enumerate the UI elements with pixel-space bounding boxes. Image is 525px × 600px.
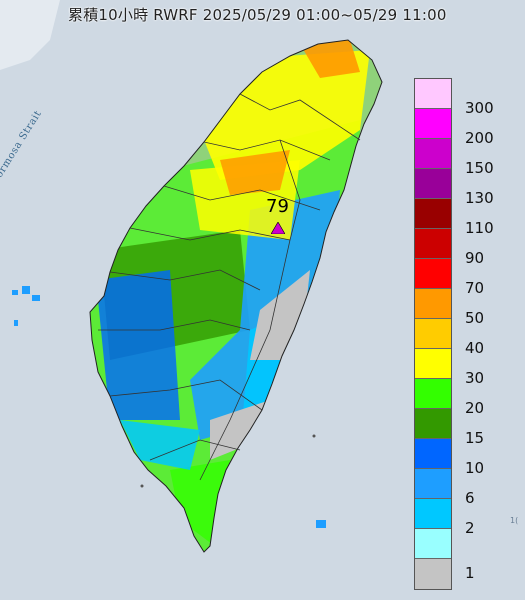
- county-borders: [98, 93, 361, 481]
- islet-dots: [140, 434, 316, 488]
- map-title: 累積10小時 RWRF 2025/05/29 01:00~05/29 11:00: [68, 6, 447, 24]
- legend-swatch: [415, 229, 451, 259]
- legend-swatch: [415, 379, 451, 409]
- color-legend: [414, 78, 452, 590]
- legend-swatch: [415, 319, 451, 349]
- legend-label: 70: [465, 279, 485, 297]
- taiwan-coastline: [89, 39, 383, 553]
- rain-zone-orange-mid: [220, 150, 290, 195]
- legend-label: 300: [465, 99, 494, 117]
- legend-swatch: [415, 199, 451, 229]
- rain-zone-gray-south: [210, 400, 270, 460]
- legend-label: 6: [465, 489, 475, 507]
- legend-label: 200: [465, 129, 494, 147]
- legend-swatch: [415, 259, 451, 289]
- legend-swatch: [415, 559, 451, 589]
- legend-swatch: [415, 139, 451, 169]
- legend-swatch: [415, 499, 451, 529]
- max-value-label: 79: [266, 196, 289, 217]
- legend-label: 150: [465, 159, 494, 177]
- rain-zone-orange: [300, 40, 360, 78]
- offshore-islands: [12, 286, 326, 528]
- legend-swatch: [415, 289, 451, 319]
- legend-swatch: [415, 529, 451, 559]
- legend-label: 15: [465, 429, 485, 447]
- legend-label: 2: [465, 519, 475, 537]
- max-location-marker: [271, 222, 285, 234]
- legend-label: 1: [465, 564, 475, 582]
- legend-label: 10: [465, 459, 485, 477]
- legend-swatch: [415, 109, 451, 139]
- legend-swatch: [415, 79, 451, 109]
- mainland-coast: [0, 0, 60, 70]
- legend-swatch: [415, 469, 451, 499]
- legend-swatch: [415, 409, 451, 439]
- legend-label: 20: [465, 399, 485, 417]
- legend-label: 50: [465, 309, 485, 327]
- legend-label: 40: [465, 339, 485, 357]
- rain-zone-blue: [96, 270, 180, 420]
- legend-swatch: [415, 439, 451, 469]
- legend-label: 130: [465, 189, 494, 207]
- legend-label: 90: [465, 249, 485, 267]
- rain-zone-blue-sw: [120, 420, 200, 470]
- edge-label: 1(: [510, 516, 519, 525]
- legend-label: 110: [465, 219, 494, 237]
- legend-swatch: [415, 169, 451, 199]
- legend-label: 30: [465, 369, 485, 387]
- legend-swatch: [415, 349, 451, 379]
